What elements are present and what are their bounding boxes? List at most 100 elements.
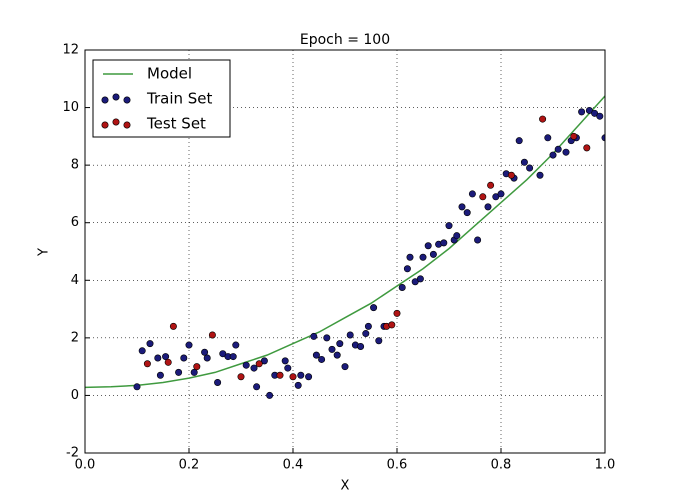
y-tick-label: 12: [62, 43, 79, 58]
point: [312, 351, 320, 359]
point: [323, 334, 331, 342]
x-tick-label: 1.0: [595, 458, 616, 473]
legend-swatch: [101, 121, 109, 129]
model-line: [85, 95, 605, 389]
point: [526, 164, 534, 172]
point: [411, 278, 419, 286]
point: [562, 148, 570, 156]
x-tick-label: 0.6: [387, 458, 408, 473]
y-tick-label: 10: [62, 100, 79, 115]
point: [180, 354, 188, 362]
point: [289, 373, 297, 381]
point: [346, 331, 354, 339]
point: [440, 239, 448, 247]
y-tick-label: 6: [71, 215, 79, 230]
point: [336, 340, 344, 348]
point: [294, 381, 302, 389]
point: [305, 373, 313, 381]
point: [318, 355, 326, 363]
point: [536, 171, 544, 179]
legend-label: Model: [147, 65, 192, 83]
y-tick-label: 2: [71, 330, 79, 345]
point: [474, 236, 482, 244]
point: [214, 378, 222, 386]
point: [370, 304, 378, 312]
point: [458, 203, 466, 211]
point: [453, 232, 461, 240]
x-axis-label: X: [341, 479, 350, 494]
point: [479, 193, 487, 201]
x-tick-label: 0.2: [179, 458, 200, 473]
point: [388, 321, 396, 329]
point: [507, 171, 515, 179]
point: [138, 347, 146, 355]
point: [162, 353, 170, 361]
point: [468, 190, 476, 198]
point: [484, 203, 492, 211]
point: [143, 360, 151, 368]
x-tick-label: 0.4: [283, 458, 304, 473]
legend-swatch: [101, 96, 109, 104]
point: [364, 322, 372, 330]
point: [219, 350, 227, 358]
legend-swatch: [112, 118, 120, 126]
point: [403, 265, 411, 273]
point: [281, 357, 289, 365]
y-tick-label: -2: [66, 446, 79, 461]
point: [406, 253, 414, 261]
point: [169, 322, 177, 330]
point: [250, 364, 258, 372]
point: [237, 373, 245, 381]
y-tick-label: 4: [71, 273, 79, 288]
point: [362, 330, 370, 338]
point: [229, 353, 237, 361]
point: [310, 332, 318, 340]
point: [253, 383, 261, 391]
point: [193, 363, 201, 371]
point: [260, 357, 268, 365]
point: [328, 345, 336, 353]
y-axis-label: Y: [37, 248, 52, 257]
point: [175, 368, 183, 376]
point: [255, 360, 263, 368]
point: [284, 364, 292, 372]
point: [578, 108, 586, 116]
point: [445, 222, 453, 230]
point: [242, 361, 250, 369]
point: [424, 242, 432, 250]
point: [156, 371, 164, 379]
point: [375, 337, 383, 345]
point: [515, 137, 523, 145]
point: [333, 351, 341, 359]
legend-swatch: [112, 93, 120, 101]
point: [591, 109, 599, 117]
point: [596, 112, 604, 120]
point: [520, 158, 528, 166]
chart-title: Epoch = 100: [300, 32, 390, 48]
point: [487, 181, 495, 189]
legend-swatch: [123, 121, 131, 129]
x-tick-label: 0.8: [491, 458, 512, 473]
point: [544, 134, 552, 142]
point: [164, 358, 172, 366]
point: [463, 209, 471, 217]
point: [583, 144, 591, 152]
point: [419, 253, 427, 261]
y-tick-label: 0: [71, 388, 79, 403]
legend-label: Test Set: [146, 115, 206, 133]
point: [585, 106, 593, 114]
point: [539, 115, 547, 123]
legend-swatch: [123, 96, 131, 104]
point: [341, 363, 349, 371]
point: [429, 250, 437, 258]
plot-frame: [84, 49, 606, 454]
point: [297, 371, 305, 379]
point: [357, 342, 365, 350]
point: [416, 275, 424, 283]
point: [497, 190, 505, 198]
y-tick-label: 8: [71, 158, 79, 173]
point: [398, 283, 406, 291]
point: [146, 340, 154, 348]
